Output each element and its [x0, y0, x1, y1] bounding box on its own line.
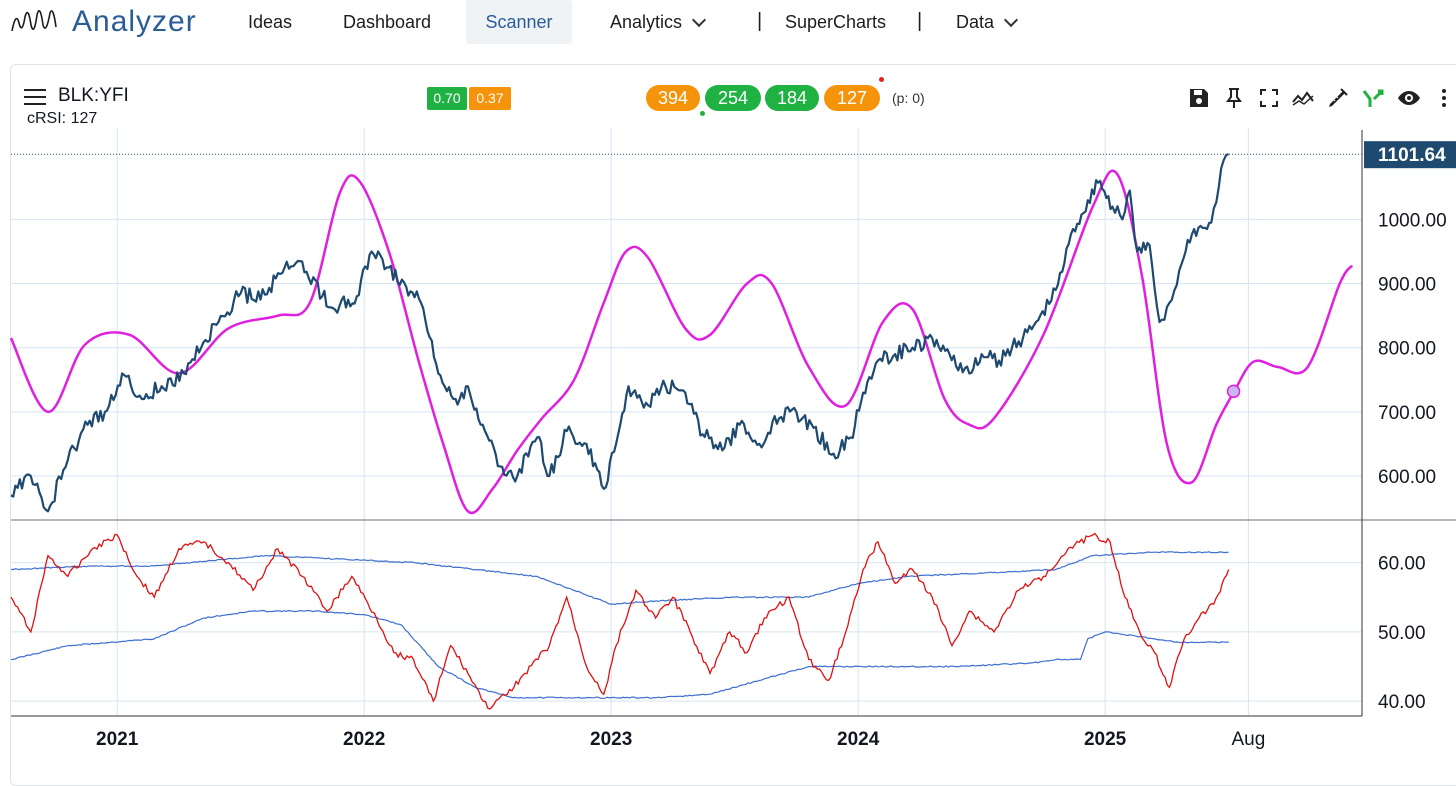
price-line [10, 153, 1229, 513]
symbol-title: BLK:YFI [58, 85, 129, 106]
y-tick-label: 800.00 [1378, 339, 1436, 360]
x-tick-label: 2022 [343, 729, 385, 750]
score-badge-orange: 0.37 [469, 87, 511, 110]
trend-icon[interactable] [1291, 86, 1315, 110]
cycle-pill-254[interactable]: 254 [705, 85, 761, 111]
last-price-label: 1101.64 [1378, 145, 1446, 166]
nav-separator: | [757, 10, 763, 32]
y-tick-label: 900.00 [1378, 275, 1436, 296]
grid-lines [11, 128, 1362, 715]
y-tick-label: 40.00 [1378, 692, 1426, 713]
pin-icon[interactable] [1222, 86, 1246, 110]
chart-canvas[interactable]: 1000.00 900.00 800.00 700.00 600.00 60.00 50.0… [0, 0, 1456, 767]
nav-data-label: Data [956, 11, 995, 32]
nav-scanner[interactable]: Scanner [466, 0, 572, 44]
nav-separator: | [917, 10, 923, 32]
nav-analytics-label: Analytics [610, 11, 683, 32]
eye-icon[interactable] [1397, 86, 1421, 110]
cycle-projection-line [9, 169, 1354, 515]
x-tick-label: Aug [1231, 729, 1265, 750]
cycle-marker [1226, 384, 1241, 399]
waveform-icon [11, 9, 57, 32]
nav-supercharts-label: SuperCharts [785, 11, 887, 32]
more-icon[interactable] [1432, 86, 1448, 110]
y-tick-label: 50.00 [1378, 623, 1426, 644]
nav-ideas-label: Ideas [248, 11, 293, 32]
nav-analytics[interactable]: Analytics [610, 0, 707, 44]
nav-supercharts[interactable]: SuperCharts [785, 0, 886, 44]
cycle-pill-394[interactable]: 394 [646, 85, 700, 111]
y-tick-label: 600.00 [1378, 467, 1436, 488]
upper-band-line [11, 551, 1229, 606]
cycle-pill-127[interactable]: 127 [824, 85, 880, 111]
menu-icon[interactable] [24, 89, 46, 105]
crsi-label: cRSI: 127 [27, 110, 98, 127]
nav-dashboard[interactable]: Dashboard [343, 0, 431, 44]
active-cycle-dot [700, 111, 705, 116]
series-layer [9, 153, 1354, 710]
last-price-tag [1364, 141, 1456, 169]
nav-ideas[interactable]: Ideas [248, 0, 292, 44]
nav-scanner-label: Scanner [485, 11, 553, 32]
x-tick-label: 2023 [590, 729, 632, 750]
phase-text: (p: 0) [892, 90, 925, 106]
draw-icon[interactable] [1326, 86, 1350, 110]
logo[interactable]: Analyzer [10, 4, 197, 40]
nav-data[interactable]: Data [956, 0, 1019, 44]
alert-dot [879, 77, 884, 82]
y-tick-label: 1000.00 [1378, 210, 1447, 231]
cycle-pill-184[interactable]: 184 [765, 85, 819, 111]
x-tick-label: 2021 [96, 729, 139, 750]
axes: 1000.00 900.00 800.00 700.00 600.00 60.00 50.0… [11, 130, 1456, 750]
signal-icon[interactable] [1361, 86, 1385, 110]
logo-text: Analyzer [72, 5, 197, 38]
save-icon[interactable] [1187, 86, 1211, 110]
y-tick-label: 700.00 [1378, 403, 1436, 424]
x-tick-label: 2025 [1084, 729, 1127, 750]
rsi-line [10, 532, 1230, 710]
lower-band-line [10, 609, 1229, 699]
fullscreen-icon[interactable] [1257, 86, 1281, 110]
x-tick-label: 2024 [837, 729, 880, 750]
nav-dashboard-label: Dashboard [343, 11, 432, 32]
y-tick-label: 60.00 [1378, 554, 1426, 575]
score-badge-green: 0.70 [427, 87, 467, 110]
top-navigation: Analyzer Ideas Dashboard Scanner Analyti… [0, 0, 1456, 46]
